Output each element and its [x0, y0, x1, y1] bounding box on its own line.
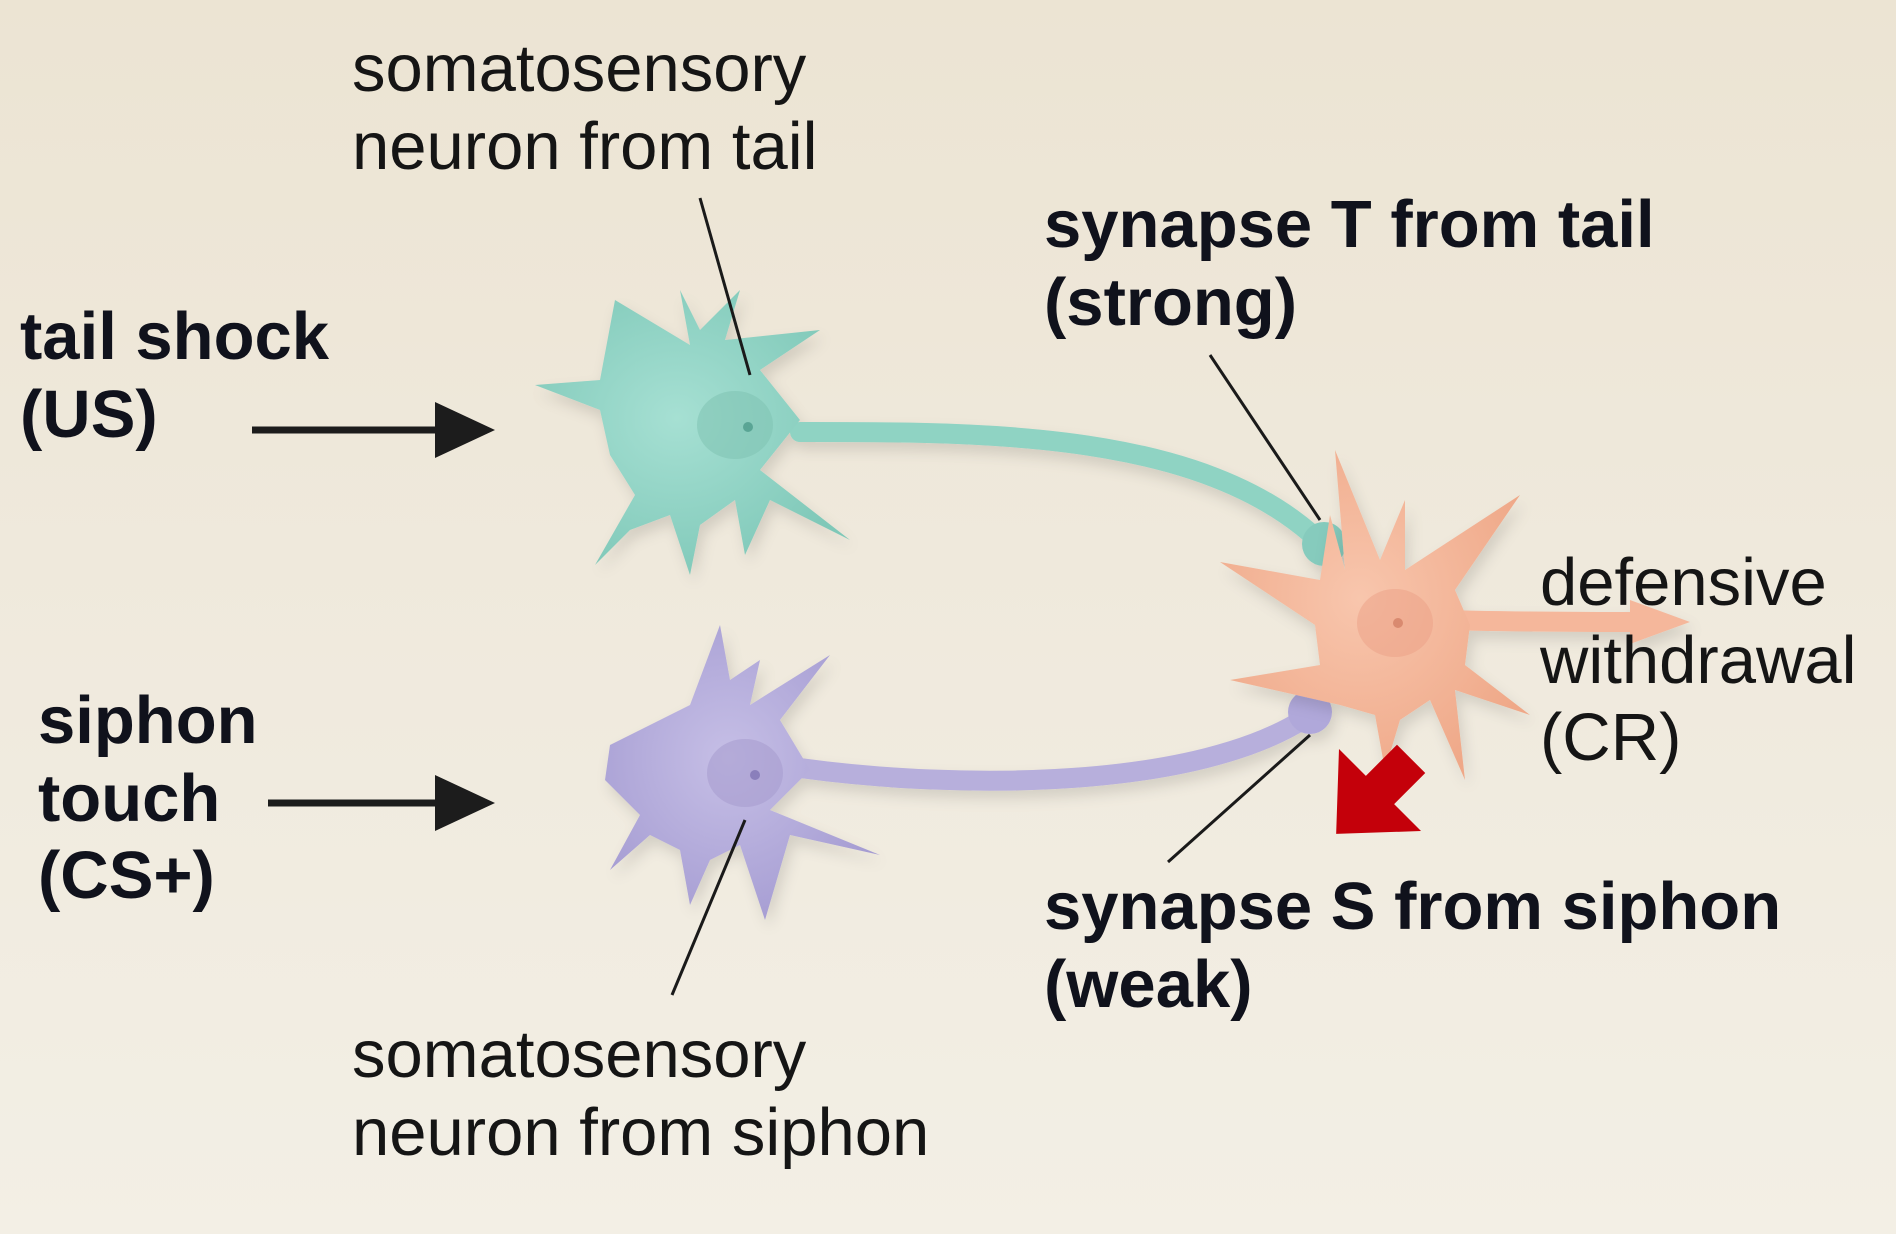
- response-label-line1: defensive: [1540, 545, 1827, 620]
- synapse-t-leader: [1208, 354, 1322, 521]
- tail-neuron-axon: [790, 421, 1328, 550]
- tail-neuron-soma: [535, 290, 850, 575]
- siphon-touch-label: siphon touch (CS+): [38, 682, 258, 915]
- tail-sensory-neuron: [535, 290, 1346, 575]
- tail-shock-label: tail shock (US): [20, 298, 329, 453]
- tail-neuron-label-line2: neuron from tail: [352, 108, 818, 184]
- siphon-neuron-label: somatosensory neuron from siphon: [352, 1016, 929, 1171]
- tail-neuron-nucleus: [697, 391, 773, 459]
- motor-neuron-output-axon: [1430, 610, 1650, 632]
- siphon-neuron-leader: [670, 819, 747, 996]
- siphon-touch-arrow: [268, 775, 495, 831]
- synapse-s-label: synapse S from siphon (weak): [1044, 868, 1781, 1023]
- siphon-touch-label-line1: siphon: [38, 683, 258, 758]
- synapse-t-label-line1: synapse T from tail: [1044, 187, 1655, 262]
- siphon-touch-label-line3: (CS+): [38, 838, 215, 914]
- synapse-s-terminal: [1288, 690, 1332, 734]
- synapse-s-label-line1: synapse S from siphon: [1044, 869, 1782, 944]
- motor-neuron: [1220, 450, 1690, 780]
- siphon-neuron-label-line1: somatosensory: [352, 1017, 807, 1092]
- output-arrowhead: [1630, 600, 1690, 644]
- highlight-arrow: [1336, 744, 1426, 834]
- response-label-line2: withdrawal: [1540, 622, 1857, 698]
- siphon-touch-label-line2: touch: [38, 760, 221, 836]
- siphon-sensory-neuron: [605, 625, 1332, 920]
- synapse-t-label: synapse T from tail (strong): [1044, 186, 1655, 341]
- response-label: defensive withdrawal (CR): [1540, 544, 1857, 777]
- tail-neuron-label: somatosensory neuron from tail: [352, 30, 818, 185]
- synapse-s-label-line2: (weak): [1044, 946, 1253, 1022]
- siphon-neuron-nucleus: [707, 739, 783, 807]
- response-label-line3: (CR): [1540, 700, 1682, 776]
- siphon-neuron-label-line2: neuron from siphon: [352, 1094, 930, 1170]
- synapse-s-leader: [1167, 733, 1311, 864]
- tail-shock-label-line2: (US): [20, 376, 158, 452]
- tail-shock-arrow: [252, 402, 495, 458]
- siphon-neuron-axon: [790, 705, 1320, 791]
- tail-shock-label-line1: tail shock: [20, 299, 330, 374]
- tail-neuron-leader: [698, 197, 752, 376]
- synapse-t-label-line2: (strong): [1044, 264, 1298, 340]
- tail-neuron-label-line1: somatosensory: [352, 31, 807, 106]
